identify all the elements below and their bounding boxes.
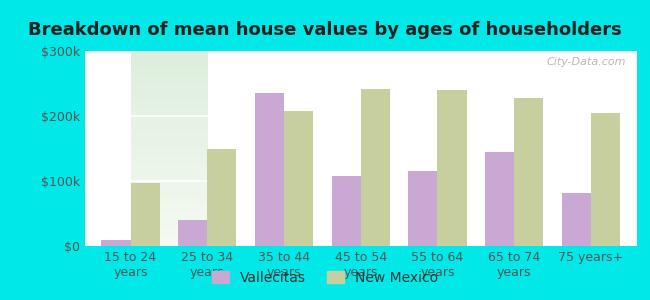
Bar: [284, 111, 313, 246]
Bar: [131, 183, 160, 246]
Text: Breakdown of mean house values by ages of householders: Breakdown of mean house values by ages o…: [28, 21, 622, 39]
Bar: [101, 239, 131, 246]
Text: City-Data.com: City-Data.com: [547, 57, 626, 67]
Bar: [332, 176, 361, 246]
Bar: [562, 193, 591, 246]
Bar: [514, 98, 543, 246]
Bar: [485, 152, 514, 246]
Bar: [361, 89, 390, 246]
Bar: [591, 113, 620, 246]
Bar: [207, 148, 237, 246]
Bar: [408, 171, 437, 246]
Legend: Vallecitas, New Mexico: Vallecitas, New Mexico: [207, 265, 443, 290]
Bar: [255, 93, 284, 246]
Bar: [437, 90, 467, 246]
Bar: [178, 220, 207, 246]
